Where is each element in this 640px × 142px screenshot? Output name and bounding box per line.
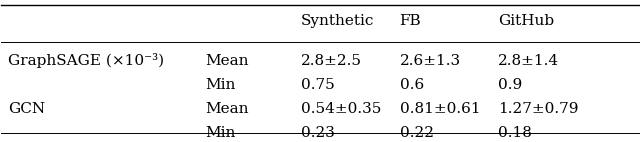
- Text: 0.9: 0.9: [499, 78, 523, 92]
- Text: 2.8±2.5: 2.8±2.5: [301, 54, 362, 68]
- Text: 0.81±0.61: 0.81±0.61: [399, 102, 480, 116]
- Text: Synthetic: Synthetic: [301, 14, 374, 28]
- Text: 2.8±1.4: 2.8±1.4: [499, 54, 559, 68]
- Text: 2.6±1.3: 2.6±1.3: [399, 54, 461, 68]
- Text: Min: Min: [205, 78, 236, 92]
- Text: 0.23: 0.23: [301, 126, 335, 140]
- Text: Min: Min: [205, 126, 236, 140]
- Text: 0.6: 0.6: [399, 78, 424, 92]
- Text: 1.27±0.79: 1.27±0.79: [499, 102, 579, 116]
- Text: GraphSAGE (×10⁻³): GraphSAGE (×10⁻³): [8, 53, 164, 68]
- Text: GitHub: GitHub: [499, 14, 554, 28]
- Text: Mean: Mean: [205, 102, 249, 116]
- Text: GCN: GCN: [8, 102, 45, 116]
- Text: 0.54±0.35: 0.54±0.35: [301, 102, 381, 116]
- Text: 0.75: 0.75: [301, 78, 335, 92]
- Text: Mean: Mean: [205, 54, 249, 68]
- Text: 0.22: 0.22: [399, 126, 434, 140]
- Text: 0.18: 0.18: [499, 126, 532, 140]
- Text: FB: FB: [399, 14, 421, 28]
